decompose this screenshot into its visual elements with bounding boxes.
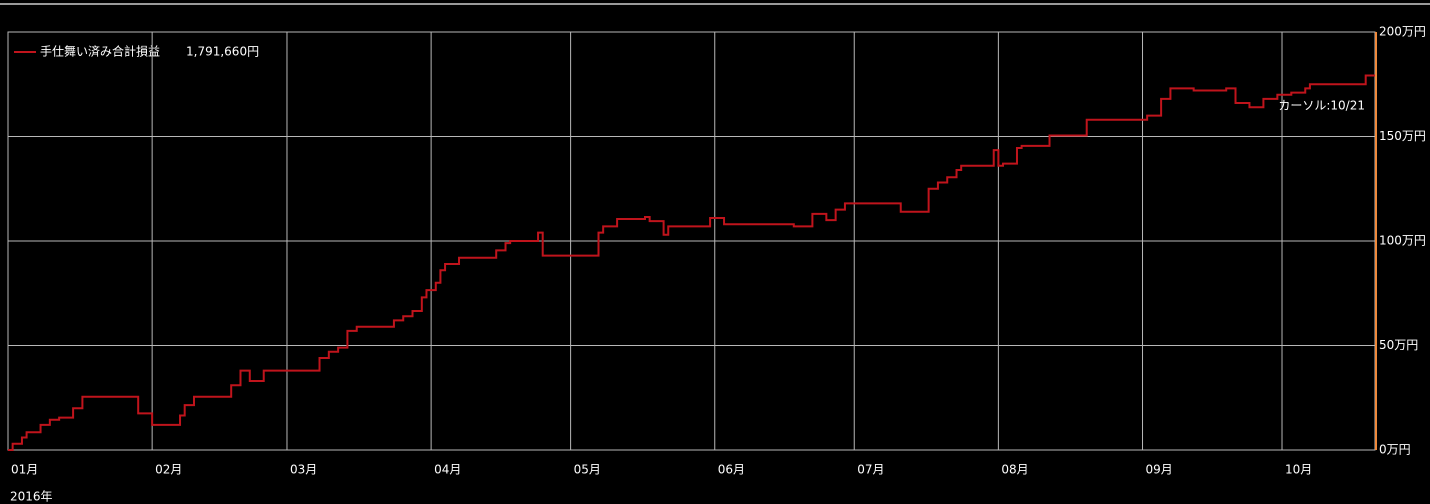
x-tick-label: 10月: [1285, 463, 1312, 477]
x-tick-label: 03月: [290, 463, 317, 477]
y-tick-label: 200万円: [1379, 25, 1426, 39]
x-tick-label: 01月: [11, 463, 38, 477]
cursor-label: カーソル:10/21: [1278, 99, 1365, 113]
x-tick-label: 04月: [434, 463, 461, 477]
line-series: [8, 74, 1375, 451]
y-tick-label: 100万円: [1379, 234, 1426, 248]
x-tick-label: 02月: [155, 463, 182, 477]
legend-label: 手仕舞い済み合計損益: [40, 44, 160, 59]
y-tick-label: 50万円: [1379, 338, 1418, 352]
x-tick-label: 06月: [718, 463, 745, 477]
x-tick-label: 08月: [1001, 463, 1028, 477]
x-tick-label: 07月: [857, 463, 884, 477]
y-tick-label: 0万円: [1379, 443, 1411, 457]
x-year-label: 2016年: [10, 490, 53, 504]
x-tick-label: 05月: [574, 463, 601, 477]
x-tick-label: 09月: [1146, 463, 1173, 477]
legend-total: 1,791,660円: [186, 45, 259, 59]
y-tick-label: 150万円: [1379, 129, 1426, 143]
